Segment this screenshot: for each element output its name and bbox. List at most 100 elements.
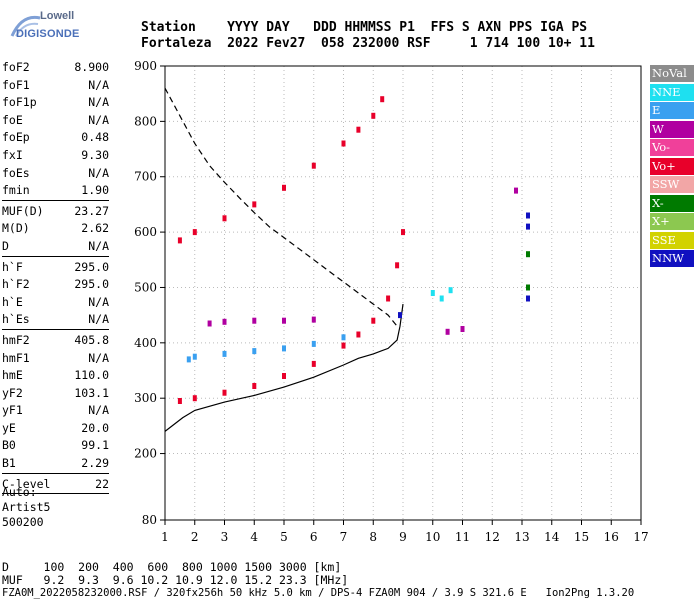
parameter-separator	[2, 255, 109, 257]
parameter-name: hmE	[2, 368, 23, 383]
x-tick-label: 14	[544, 530, 560, 544]
parameter-value: 0.48	[81, 130, 109, 145]
data-point	[526, 251, 530, 258]
parameter-value: N/A	[88, 403, 109, 418]
x-tick-label: 7	[340, 530, 348, 544]
data-point	[526, 212, 530, 219]
header-line-2: Fortaleza 2022 Fev27 058 232000 RSF 1 71…	[141, 36, 595, 51]
parameter-value: 8.900	[74, 60, 109, 74]
parameter-name: foEs	[2, 165, 30, 180]
parameter-value: 2.29	[81, 456, 109, 471]
parameter-name: B0	[2, 438, 16, 453]
parameter-value: 1.90	[81, 183, 109, 198]
parameter-value: 9.30	[81, 147, 109, 162]
data-point	[222, 318, 227, 325]
logo-text-top: Lowell	[40, 10, 75, 22]
legend-item-sse: SSE	[650, 231, 694, 249]
parameter-name: h`F2	[2, 277, 30, 292]
parameter-row: yE 20.0	[2, 419, 109, 437]
logo-text-main: DIGISONDE	[16, 28, 80, 40]
parameter-name: D	[2, 238, 9, 253]
data-point	[222, 215, 227, 222]
parameter-value: N/A	[88, 95, 109, 110]
parameter-value: N/A	[88, 77, 109, 92]
logo-arc-icon	[10, 15, 41, 37]
x-tick-label: 8	[369, 530, 377, 544]
data-point	[386, 295, 391, 302]
data-point	[460, 326, 465, 332]
data-point	[282, 373, 286, 379]
parameter-name: foEp	[2, 130, 30, 145]
data-point	[282, 184, 286, 191]
muf-curve-line	[164, 87, 398, 327]
x-tick-label: 3	[221, 530, 229, 544]
parameter-separator	[2, 472, 109, 474]
parameter-value: 295.0	[74, 259, 109, 274]
legend-item-w: W	[650, 120, 694, 138]
x-tick-label: 4	[250, 530, 258, 544]
parameter-name: hmF1	[2, 350, 30, 365]
data-point	[395, 262, 400, 269]
parameter-value: 2.62	[81, 221, 109, 236]
parameter-value: N/A	[88, 294, 109, 309]
data-point	[311, 316, 316, 323]
y-tick-label: 80	[142, 513, 157, 527]
parameter-row: hmF1 N/A	[2, 349, 109, 367]
parameter-value: 20.0	[81, 420, 109, 435]
x-tick-label: 2	[191, 530, 199, 544]
parameter-value: 295.0	[74, 277, 109, 292]
auto-label: Auto:	[2, 485, 37, 499]
x-tick-label: 6	[310, 530, 318, 544]
parameter-value: N/A	[88, 165, 109, 180]
parameter-row: h`Es N/A	[2, 310, 109, 328]
data-point	[514, 187, 518, 194]
data-point	[222, 350, 227, 357]
footer-distance-row: D 100 200 400 600 800 1000 1500 3000 [km…	[2, 560, 342, 574]
x-tick-label: 13	[514, 530, 529, 544]
x-tick-label: 17	[633, 530, 648, 544]
data-point	[252, 317, 257, 324]
parameter-name: h`F	[2, 259, 23, 274]
data-point	[401, 229, 405, 236]
parameter-name: foF1p	[2, 95, 37, 110]
parameter-row: foEp 0.48	[2, 128, 109, 146]
parameter-name: h`Es	[2, 312, 30, 327]
data-point	[356, 331, 361, 338]
data-point	[371, 112, 376, 119]
parameter-value: N/A	[88, 312, 109, 327]
data-point	[356, 126, 361, 133]
parameter-row: h`F 295.0	[2, 258, 109, 276]
parameter-row: hmF2 405.8	[2, 331, 109, 349]
x-tick-label: 16	[604, 530, 619, 544]
parameter-name: yF1	[2, 403, 23, 418]
data-point	[371, 317, 376, 324]
legend-item-e: E	[650, 102, 694, 119]
data-point	[222, 389, 227, 396]
parameter-row: C-level 22	[2, 475, 109, 493]
parameter-value: 23.27	[74, 203, 109, 218]
data-point	[252, 348, 257, 355]
data-point	[526, 223, 530, 230]
data-point	[192, 353, 197, 360]
data-point	[430, 290, 435, 296]
parameter-value: 22	[95, 476, 109, 491]
parameter-name: yE	[2, 420, 16, 435]
digisonde-logo: Lowell DIGISONDE	[4, 8, 79, 48]
parameter-separator	[2, 199, 109, 201]
parameter-value: N/A	[88, 238, 109, 253]
parameter-row: h`E N/A	[2, 293, 109, 311]
legend-item-noval: NoVal	[650, 65, 694, 82]
data-point	[341, 140, 346, 147]
parameter-row: yF2 103.1	[2, 384, 109, 402]
y-tick-label: 800	[134, 114, 157, 128]
parameter-row: hmE 110.0	[2, 366, 109, 384]
parameter-value: N/A	[88, 350, 109, 365]
y-tick-label: 500	[134, 280, 157, 294]
data-point	[186, 356, 191, 363]
parameter-row: h`F2 295.0	[2, 275, 109, 293]
footer-muf-row: MUF 9.2 9.3 9.6 10.2 10.9 12.0 15.2 23.3…	[2, 573, 349, 587]
parameter-row: foF2 8.900	[2, 58, 109, 76]
data-point	[445, 328, 450, 335]
parameter-row: fmin 1.90	[2, 181, 109, 199]
